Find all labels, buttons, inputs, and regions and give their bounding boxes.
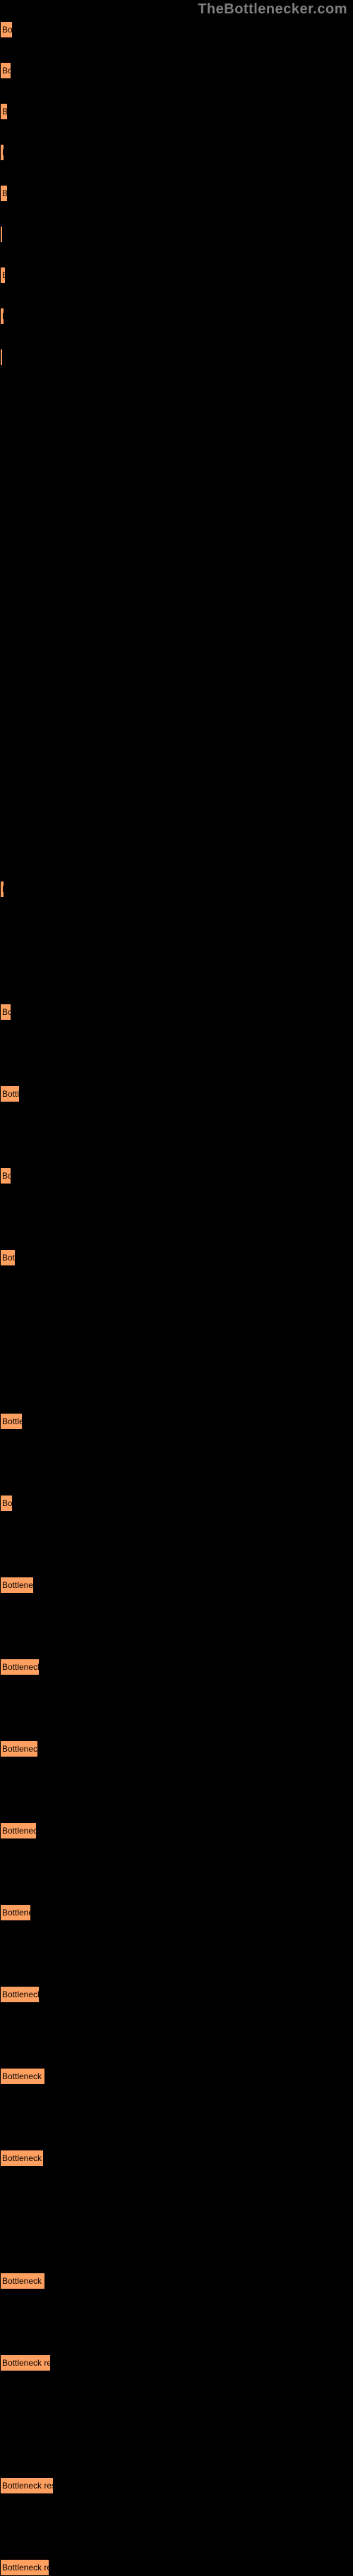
bar-row: Bottleneck result	[0, 881, 353, 898]
bar-row	[0, 1045, 353, 1061]
bar: Bottleneck result	[0, 1167, 11, 1184]
bar: Bottleneck result	[0, 1659, 40, 1675]
bar: Bottleneck result	[0, 21, 13, 38]
bar: Bottleneck result	[0, 1822, 37, 1839]
bar-row	[0, 963, 353, 980]
bar-row	[0, 2436, 353, 2453]
bar-row: Bottleneck result	[0, 1249, 353, 1266]
bar-row: Bottleneck result	[0, 2477, 353, 2494]
bar-row	[0, 1945, 353, 1962]
bar: Bottleneck result	[0, 881, 4, 898]
bar-row	[0, 635, 353, 652]
bar-row	[0, 431, 353, 447]
bar-row	[0, 1618, 353, 1635]
bar-row	[0, 1208, 353, 1225]
bar-row: Bottleneck result	[0, 1986, 353, 2003]
bar: Bottleneck result	[0, 308, 4, 325]
bar-row: Bottleneck result	[0, 1085, 353, 1102]
bar-row	[0, 1372, 353, 1389]
bar-row	[0, 840, 353, 857]
bar-row	[0, 758, 353, 775]
bar-row: Bottleneck result	[0, 1822, 353, 1839]
bar-row	[0, 1781, 353, 1798]
bar-row	[0, 1536, 353, 1553]
bar-row	[0, 2232, 353, 2249]
bar-row: Bottleneck result	[0, 2273, 353, 2289]
bar-row: Bottleneck result	[0, 62, 353, 79]
bar-row	[0, 471, 353, 488]
bar-row: Bottleneck result	[0, 103, 353, 120]
bar-row	[0, 594, 353, 611]
bar: Bottleneck result	[0, 62, 11, 79]
bar: Bottleneck result	[0, 1986, 40, 2003]
bar: Bottleneck result	[0, 267, 6, 284]
bar-row	[0, 676, 353, 693]
bar: Bottleneck result	[0, 2273, 45, 2289]
bar-row	[0, 512, 353, 529]
bar-row	[0, 1331, 353, 1348]
bar-row: Bottleneck result	[0, 1659, 353, 1675]
bar-row	[0, 1454, 353, 1471]
bar-row	[0, 553, 353, 570]
bar: Bottleneck result	[0, 1904, 31, 1921]
bar: Bottleneck result	[0, 1085, 20, 1102]
bar: Bottleneck result	[0, 2559, 49, 2576]
bar-row: Bottleneck result	[0, 1167, 353, 1184]
bar: Bottleneck result	[0, 1495, 13, 1512]
bar-row: Bottleneck result	[0, 2559, 353, 2576]
bar-row: Bottleneck result	[0, 308, 353, 325]
bar: Bottleneck result	[0, 1249, 16, 1266]
bar-row: Bottleneck result	[0, 267, 353, 284]
bar-row	[0, 390, 353, 407]
bar-row: Bottleneck result	[0, 2354, 353, 2371]
bar-row: Bottleneck result	[0, 226, 353, 243]
bar: Bottleneck result	[0, 185, 8, 202]
bar-row	[0, 1290, 353, 1307]
bar-row	[0, 2313, 353, 2330]
bar: Bottleneck result	[0, 226, 3, 243]
bar-row	[0, 1863, 353, 1880]
watermark-text: TheBottlenecker.com	[198, 1, 347, 18]
bar-row: Bottleneck result	[0, 2068, 353, 2085]
bar: Bottleneck result	[0, 1577, 34, 1594]
bar: Bottleneck result	[0, 1740, 38, 1757]
bar-row	[0, 2027, 353, 2044]
bar-row: Bottleneck result	[0, 185, 353, 202]
bar-row: Bottleneck result	[0, 349, 353, 366]
bar-row	[0, 922, 353, 939]
bar-row	[0, 1126, 353, 1143]
bar-row: Bottleneck result	[0, 2150, 353, 2167]
bar: Bottleneck result	[0, 349, 3, 366]
bar-row: Bottleneck result	[0, 1740, 353, 1757]
bar: Bottleneck result	[0, 2477, 54, 2494]
bar: Bottleneck result	[0, 2068, 45, 2085]
bar-row: Bottleneck result	[0, 1004, 353, 1021]
bar: Bottleneck result	[0, 1413, 23, 1430]
bar-row	[0, 717, 353, 734]
bar-row: Bottleneck result	[0, 21, 353, 38]
bar: Bottleneck result	[0, 2150, 44, 2167]
bar-row: Bottleneck result	[0, 1577, 353, 1594]
bar: Bottleneck result	[0, 1004, 11, 1021]
bar: Bottleneck result	[0, 2354, 51, 2371]
bar-row	[0, 2518, 353, 2535]
bar-row	[0, 2191, 353, 2208]
bar-row: Bottleneck result	[0, 1904, 353, 1921]
bar-row	[0, 799, 353, 816]
bar-row: Bottleneck result	[0, 1413, 353, 1430]
bar-row	[0, 2109, 353, 2126]
bar-row: Bottleneck result	[0, 1495, 353, 1512]
bar-row	[0, 2395, 353, 2412]
bar: Bottleneck result	[0, 103, 8, 120]
bar: Bottleneck result	[0, 144, 4, 161]
bar-row: Bottleneck result	[0, 144, 353, 161]
bar-row	[0, 1699, 353, 1716]
